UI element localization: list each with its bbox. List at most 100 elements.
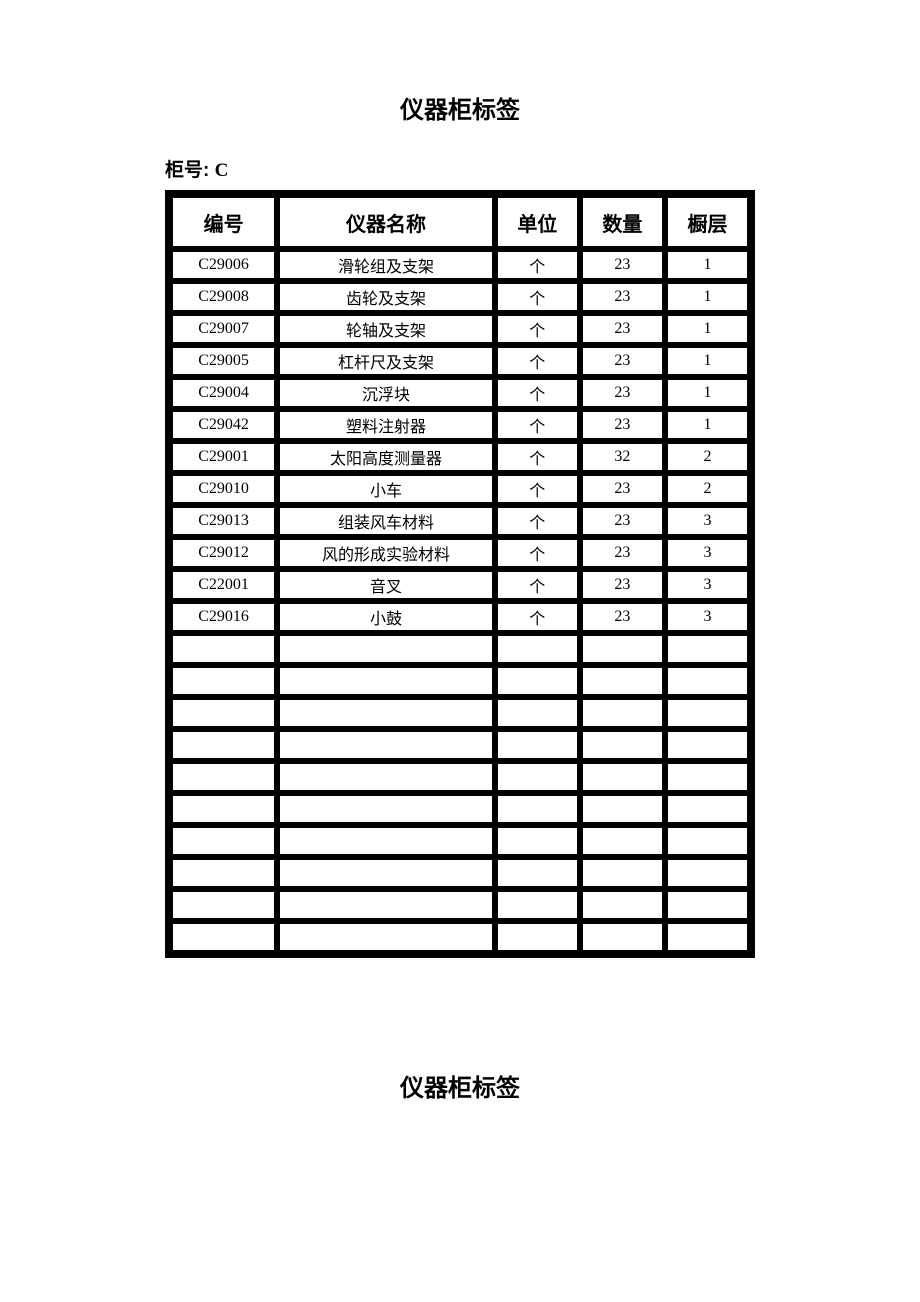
cell-name bbox=[277, 665, 495, 697]
cell-qty: 23 bbox=[580, 473, 665, 505]
cell-shelf bbox=[665, 761, 750, 793]
cell-unit: 个 bbox=[495, 281, 580, 313]
second-page-title: 仪器柜标签 bbox=[165, 1068, 755, 1103]
cell-name bbox=[277, 889, 495, 921]
cell-unit: 个 bbox=[495, 441, 580, 473]
instrument-table: 编号 仪器名称 单位 数量 橱层 C29006滑轮组及支架个231C29008齿… bbox=[165, 190, 755, 958]
table-row: C29010小车个232 bbox=[170, 473, 750, 505]
cell-shelf bbox=[665, 889, 750, 921]
cell-qty bbox=[580, 889, 665, 921]
col-header-unit: 单位 bbox=[495, 195, 580, 249]
cell-qty bbox=[580, 825, 665, 857]
cell-id: C29005 bbox=[170, 345, 277, 377]
table-row: C29013组装风车材料个233 bbox=[170, 505, 750, 537]
cell-shelf: 1 bbox=[665, 313, 750, 345]
col-header-id: 编号 bbox=[170, 195, 277, 249]
cell-name: 沉浮块 bbox=[277, 377, 495, 409]
cell-unit: 个 bbox=[495, 537, 580, 569]
cell-id: C29042 bbox=[170, 409, 277, 441]
cell-qty bbox=[580, 633, 665, 665]
cell-unit bbox=[495, 633, 580, 665]
cell-qty: 23 bbox=[580, 377, 665, 409]
cell-id bbox=[170, 889, 277, 921]
table-row bbox=[170, 697, 750, 729]
table-header: 编号 仪器名称 单位 数量 橱层 bbox=[170, 195, 750, 249]
cell-shelf bbox=[665, 633, 750, 665]
table-row: C29016小鼓个233 bbox=[170, 601, 750, 633]
table-row: C29008齿轮及支架个231 bbox=[170, 281, 750, 313]
cell-qty: 23 bbox=[580, 313, 665, 345]
cell-qty bbox=[580, 665, 665, 697]
cell-id bbox=[170, 857, 277, 889]
cell-qty: 23 bbox=[580, 249, 665, 281]
cell-qty: 23 bbox=[580, 601, 665, 633]
cell-id: C22001 bbox=[170, 569, 277, 601]
cell-id bbox=[170, 825, 277, 857]
cell-unit: 个 bbox=[495, 569, 580, 601]
cell-id: C29012 bbox=[170, 537, 277, 569]
cell-name bbox=[277, 857, 495, 889]
cell-unit: 个 bbox=[495, 409, 580, 441]
cell-qty: 23 bbox=[580, 505, 665, 537]
table-row: C29006滑轮组及支架个231 bbox=[170, 249, 750, 281]
table-body: C29006滑轮组及支架个231C29008齿轮及支架个231C29007轮轴及… bbox=[170, 249, 750, 953]
cell-id bbox=[170, 665, 277, 697]
cell-unit bbox=[495, 825, 580, 857]
table-row: C29012风的形成实验材料个233 bbox=[170, 537, 750, 569]
cabinet-label-prefix: 柜号: bbox=[165, 160, 215, 181]
cell-shelf: 2 bbox=[665, 473, 750, 505]
cell-name: 滑轮组及支架 bbox=[277, 249, 495, 281]
table-header-row: 编号 仪器名称 单位 数量 橱层 bbox=[170, 195, 750, 249]
cell-id: C29013 bbox=[170, 505, 277, 537]
cell-qty bbox=[580, 793, 665, 825]
cell-unit bbox=[495, 665, 580, 697]
table-row bbox=[170, 825, 750, 857]
cell-shelf: 2 bbox=[665, 441, 750, 473]
cell-shelf bbox=[665, 665, 750, 697]
cell-name: 杠杆尺及支架 bbox=[277, 345, 495, 377]
cell-id bbox=[170, 761, 277, 793]
cell-id bbox=[170, 697, 277, 729]
cell-shelf: 1 bbox=[665, 409, 750, 441]
cell-unit bbox=[495, 889, 580, 921]
cell-unit: 个 bbox=[495, 313, 580, 345]
table-row bbox=[170, 793, 750, 825]
cell-unit: 个 bbox=[495, 345, 580, 377]
cell-name: 太阳高度测量器 bbox=[277, 441, 495, 473]
col-header-shelf: 橱层 bbox=[665, 195, 750, 249]
cabinet-id: C bbox=[215, 160, 229, 181]
cell-unit bbox=[495, 857, 580, 889]
cell-qty: 23 bbox=[580, 345, 665, 377]
cell-name: 轮轴及支架 bbox=[277, 313, 495, 345]
cell-shelf: 1 bbox=[665, 377, 750, 409]
cell-id: C29001 bbox=[170, 441, 277, 473]
cell-name: 组装风车材料 bbox=[277, 505, 495, 537]
col-header-qty: 数量 bbox=[580, 195, 665, 249]
cell-unit: 个 bbox=[495, 473, 580, 505]
cell-name bbox=[277, 921, 495, 953]
cell-unit bbox=[495, 921, 580, 953]
cell-name: 齿轮及支架 bbox=[277, 281, 495, 313]
page-title: 仪器柜标签 bbox=[165, 90, 755, 125]
cell-shelf bbox=[665, 697, 750, 729]
cell-shelf: 1 bbox=[665, 281, 750, 313]
table-row bbox=[170, 665, 750, 697]
cell-id bbox=[170, 921, 277, 953]
cell-id: C29010 bbox=[170, 473, 277, 505]
cell-qty bbox=[580, 857, 665, 889]
cell-name bbox=[277, 633, 495, 665]
cell-shelf bbox=[665, 729, 750, 761]
table-row: C22001音叉个233 bbox=[170, 569, 750, 601]
cell-unit: 个 bbox=[495, 601, 580, 633]
table-row bbox=[170, 729, 750, 761]
cell-name: 小车 bbox=[277, 473, 495, 505]
table-row: C29042塑料注射器个231 bbox=[170, 409, 750, 441]
cell-id bbox=[170, 729, 277, 761]
cell-name: 音叉 bbox=[277, 569, 495, 601]
cell-unit bbox=[495, 697, 580, 729]
table-row bbox=[170, 633, 750, 665]
cabinet-label: 柜号: C bbox=[165, 155, 755, 182]
table-row: C29001太阳高度测量器个322 bbox=[170, 441, 750, 473]
cell-unit: 个 bbox=[495, 249, 580, 281]
cell-shelf bbox=[665, 857, 750, 889]
